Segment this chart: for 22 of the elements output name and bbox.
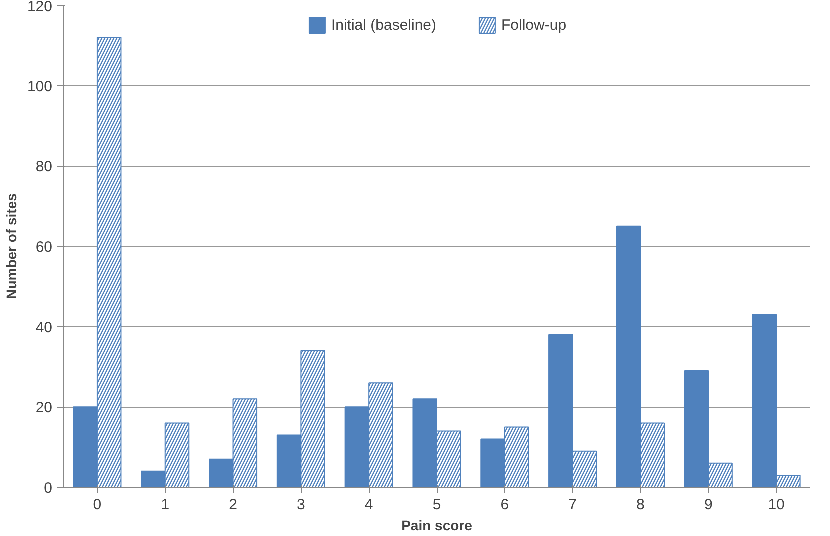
y-tick-label: 100 — [27, 78, 53, 96]
x-tick-label: 9 — [704, 496, 713, 514]
y-tick-label: 20 — [36, 400, 53, 417]
x-tick-label: 6 — [500, 496, 510, 514]
x-tick-label: 1 — [161, 496, 170, 514]
x-tick-label: 3 — [297, 496, 306, 514]
x-tick-label: 2 — [229, 496, 238, 514]
x-tick-label: 8 — [636, 496, 645, 514]
y-tick-label: 40 — [36, 319, 53, 336]
x-axis-title: Pain score — [402, 518, 473, 534]
legend-label: Initial (baseline) — [331, 16, 437, 34]
x-tick-label: 4 — [364, 496, 374, 514]
y-tick-label: 120 — [27, 0, 53, 16]
y-tick-label: 0 — [44, 480, 52, 497]
x-tick-label: 5 — [432, 496, 442, 514]
y-axis-title: Number of sites — [3, 193, 20, 300]
y-tick-label: 60 — [36, 239, 53, 256]
x-tick-label: 10 — [768, 496, 785, 514]
x-tick-label: 0 — [93, 496, 102, 514]
y-tick-label: 80 — [36, 158, 53, 176]
legend-label: Follow-up — [502, 16, 567, 34]
x-tick-label: 7 — [568, 496, 577, 514]
